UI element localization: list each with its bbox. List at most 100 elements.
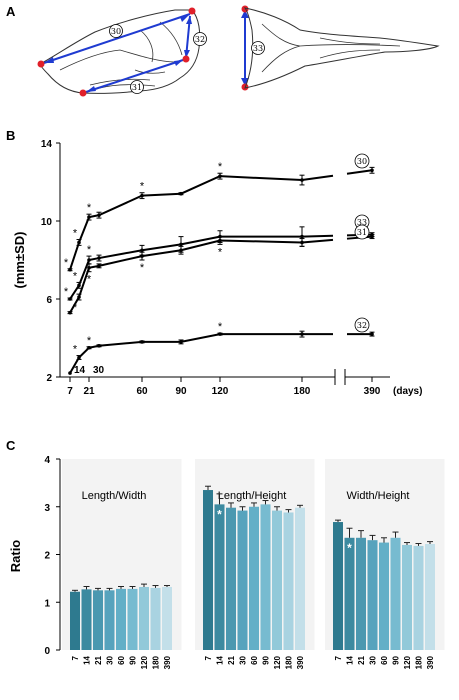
- significance-star: *: [140, 262, 145, 274]
- series-label-text: 32: [357, 321, 367, 330]
- group-label: Width/Height: [347, 490, 410, 502]
- skull-diagram: 30 31 32 33: [37, 5, 440, 97]
- y-axis-title: (mm±SD): [12, 232, 27, 289]
- circled-label-32: 32: [193, 32, 207, 46]
- panel-a-label: A: [6, 4, 16, 19]
- x-tick-label: 120: [140, 655, 149, 669]
- series-label-30: 30: [354, 153, 370, 169]
- arrowhead: [186, 16, 192, 24]
- bar: [379, 542, 389, 650]
- data-point: [68, 371, 72, 375]
- measure-line-30: [43, 13, 191, 64]
- y-tick-label: 0: [44, 646, 50, 657]
- svg-text:31: 31: [132, 83, 142, 92]
- bar: [272, 510, 282, 650]
- svg-text:30: 30: [111, 27, 121, 36]
- series-line-30: [69, 175, 303, 271]
- bar: [127, 588, 138, 650]
- measure-line-31: [85, 59, 184, 93]
- x-tick-label: 7: [71, 655, 80, 660]
- bar: [295, 507, 305, 650]
- series-line-32: [69, 333, 302, 374]
- significance-star: *: [73, 302, 78, 314]
- bar: [402, 544, 412, 650]
- group-label: Length/Height: [218, 490, 287, 502]
- bar: [249, 506, 259, 650]
- y-tick-label: 6: [46, 295, 52, 306]
- y-tick-label: 1: [44, 598, 50, 609]
- x-tick-label: 90: [262, 655, 271, 664]
- series-label-text: 31: [357, 228, 367, 237]
- inline-x-label: 14: [74, 365, 86, 376]
- arrowhead: [86, 86, 96, 92]
- x-tick-label: 390: [296, 655, 305, 669]
- significance-star: *: [64, 286, 69, 298]
- bar: [139, 586, 149, 650]
- svg-text:32: 32: [195, 35, 205, 44]
- bar: [150, 587, 161, 650]
- x-tick-label: 30: [369, 655, 378, 664]
- bar: [283, 512, 294, 650]
- significance-star: *: [217, 507, 222, 521]
- bar: [203, 490, 213, 650]
- x-tick-label: 90: [392, 655, 401, 664]
- series-line-31: [69, 239, 303, 314]
- x-tick-label: 180: [152, 655, 161, 669]
- series-line-33: [301, 234, 334, 238]
- bar: [260, 504, 271, 650]
- x-tick-label: 7: [334, 655, 343, 660]
- panel-b-label: B: [6, 128, 15, 143]
- series-line-30: [301, 174, 334, 182]
- significance-star: *: [218, 321, 223, 333]
- svg-text:33: 33: [253, 44, 263, 53]
- x-tick-label: 7: [67, 386, 73, 397]
- significance-star: *: [73, 270, 78, 282]
- series-label-text: 33: [357, 218, 367, 227]
- inline-x-label: 30: [93, 365, 105, 376]
- bar: [237, 510, 248, 650]
- x-tick-label: 120: [273, 655, 282, 669]
- panel-c-label: C: [6, 438, 16, 453]
- x-tick-label: 21: [83, 386, 95, 397]
- series-line-31: [301, 238, 334, 244]
- x-tick-label: 390: [426, 655, 435, 669]
- x-tick-label: 14: [83, 655, 92, 664]
- significance-star: *: [87, 274, 92, 286]
- x-tick-label: 21: [227, 655, 236, 664]
- significance-star: *: [73, 228, 78, 240]
- significance-star: *: [64, 257, 69, 269]
- x-tick-label: 21: [94, 655, 103, 664]
- bar: [104, 590, 115, 650]
- series-line-33: [69, 235, 302, 300]
- series-label-text: 30: [357, 157, 367, 166]
- x-tick-label: 21: [357, 655, 366, 664]
- bar: [344, 537, 355, 650]
- significance-star: *: [347, 541, 352, 555]
- x-tick-label: 90: [175, 386, 187, 397]
- arrowhead: [180, 14, 190, 22]
- series-label-31: 31: [354, 224, 370, 240]
- x-tick-label: 180: [294, 386, 311, 397]
- significance-star: *: [87, 202, 92, 214]
- x-tick-label: 60: [136, 386, 148, 397]
- x-tick-label: 30: [239, 655, 248, 664]
- significance-star: *: [218, 246, 223, 258]
- significance-star: *: [87, 335, 92, 347]
- significance-star: *: [218, 161, 223, 173]
- arrowhead: [44, 57, 54, 63]
- x-tick-label: 60: [380, 655, 389, 664]
- bar: [226, 507, 236, 650]
- bar: [81, 589, 92, 650]
- arrowhead: [174, 60, 183, 66]
- bar: [356, 537, 366, 650]
- landmark-dot: [182, 55, 190, 63]
- series-line-30: [346, 169, 373, 175]
- series-label-circle: [354, 317, 370, 333]
- bar: [425, 543, 435, 650]
- bar: [333, 522, 343, 650]
- x-tick-label: 90: [129, 655, 138, 664]
- bar: [390, 537, 401, 650]
- x-tick-label: 120: [403, 655, 412, 669]
